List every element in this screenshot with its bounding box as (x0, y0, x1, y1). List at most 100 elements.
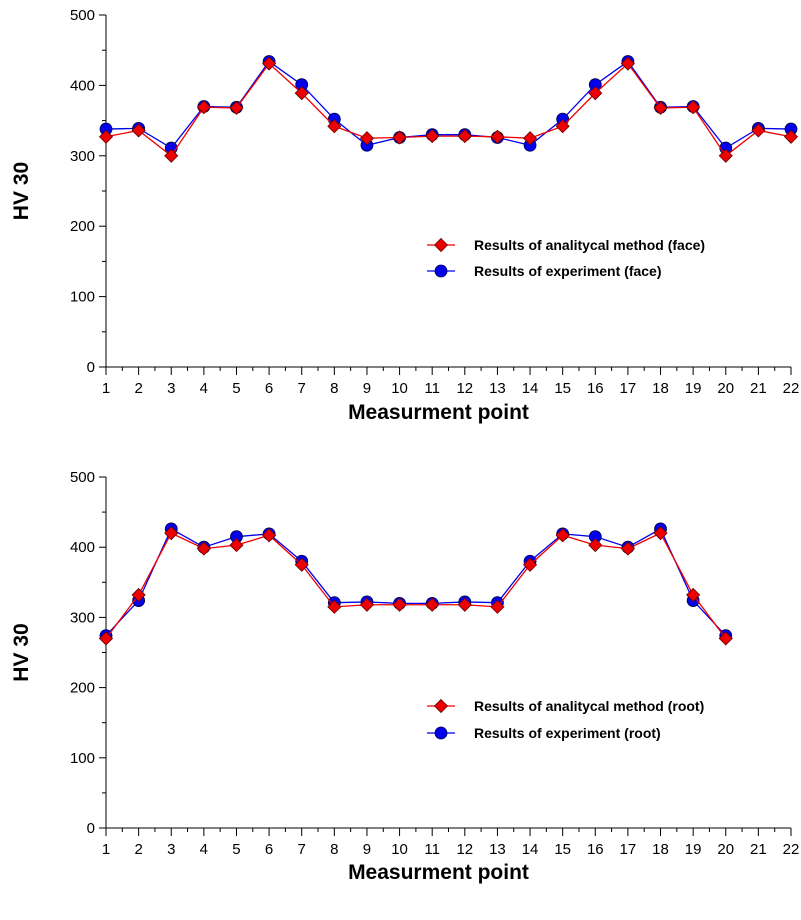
x-tick-label: 17 (620, 380, 637, 397)
x-tick-label: 7 (298, 380, 306, 397)
x-tick-label: 22 (783, 841, 800, 858)
data-point (620, 541, 635, 556)
legend-marker (434, 264, 448, 278)
y-tick-label: 200 (70, 680, 95, 697)
y-tick-label: 400 (70, 539, 95, 556)
x-tick-label: 16 (587, 380, 604, 397)
x-tick-label: 15 (554, 841, 571, 858)
x-tick-label: 9 (363, 841, 371, 858)
x-tick-label: 10 (391, 380, 408, 397)
y-tick-label: 200 (70, 218, 95, 235)
data-point (783, 129, 799, 144)
x-tick-label: 8 (330, 841, 338, 858)
x-tick-label: 5 (232, 841, 240, 858)
legend-label: Results of experiment (root) (474, 725, 661, 741)
x-tick-label: 6 (265, 380, 273, 397)
data-point (718, 631, 733, 646)
legend-marker (433, 698, 449, 714)
x-tick-label: 21 (750, 380, 767, 397)
x-tick-label: 11 (424, 841, 440, 858)
legend-label: Results of analitycal method (face) (474, 237, 705, 253)
data-point (522, 131, 538, 146)
x-tick-label: 20 (717, 841, 734, 858)
series-experiment (99, 522, 733, 643)
x-tick-label: 4 (200, 380, 208, 397)
x-tick-label: 15 (554, 380, 571, 397)
x-tick-label: 3 (167, 841, 175, 858)
data-point (196, 541, 211, 556)
x-tick-label: 9 (363, 380, 371, 397)
x-tick-label: 18 (652, 841, 669, 858)
x-tick-label: 20 (717, 380, 734, 397)
data-point (555, 528, 570, 543)
data-point (164, 526, 179, 541)
data-point (229, 100, 244, 115)
x-tick-label: 2 (134, 380, 142, 397)
legend-marker (433, 237, 449, 253)
data-point (588, 86, 603, 101)
data-point (751, 123, 766, 138)
x-tick-label: 8 (330, 380, 338, 397)
data-point (262, 528, 277, 543)
x-tick-label: 14 (522, 380, 539, 397)
data-point (131, 123, 146, 138)
y-tick-label: 100 (70, 750, 95, 767)
x-tick-label: 3 (167, 380, 175, 397)
x-tick-label: 10 (391, 841, 408, 858)
data-point (359, 597, 375, 612)
data-point (327, 119, 342, 134)
x-tick-label: 1 (102, 380, 110, 397)
x-tick-label: 6 (265, 841, 273, 858)
data-point (98, 129, 114, 144)
data-point (196, 100, 211, 115)
x-axis-title: Measurment point (348, 401, 529, 424)
x-tick-label: 13 (489, 380, 506, 397)
x-tick-label: 5 (232, 380, 240, 397)
data-point (131, 587, 146, 603)
y-tick-label: 500 (70, 7, 95, 24)
data-point (686, 100, 701, 115)
data-point (522, 557, 538, 572)
series-analytical (98, 56, 799, 163)
data-point (425, 597, 440, 612)
x-tick-label: 11 (424, 380, 440, 397)
data-point (262, 56, 277, 71)
data-point (457, 597, 472, 612)
data-point (327, 599, 342, 614)
x-tick-label: 19 (685, 380, 702, 397)
x-tick-label: 4 (200, 841, 208, 858)
data-point (620, 56, 635, 71)
legend: Results of analitycal method (root) Resul… (427, 698, 704, 741)
data-point (588, 538, 603, 553)
x-axis-title: Measurment point (348, 861, 529, 884)
x-tick-label: 7 (298, 841, 306, 858)
x-tick-label: 12 (456, 380, 473, 397)
x-tick-label: 2 (134, 841, 142, 858)
x-tick-label: 21 (750, 841, 767, 858)
data-point (686, 587, 701, 603)
y-tick-label: 300 (70, 609, 95, 626)
x-tick-label: 19 (685, 841, 702, 858)
y-tick-label: 400 (70, 77, 95, 94)
x-tick-label: 16 (587, 841, 604, 858)
x-tick-label: 13 (489, 841, 506, 858)
data-point (653, 526, 668, 541)
y-tick-label: 100 (70, 289, 95, 306)
data-point (359, 131, 375, 146)
data-point (98, 631, 114, 646)
series-line (105, 62, 792, 157)
y-tick-label: 500 (70, 469, 95, 486)
data-point (653, 100, 668, 115)
data-point (294, 557, 309, 572)
data-point (294, 86, 309, 101)
series-analytical (98, 526, 733, 646)
data-point (392, 597, 407, 612)
data-point (164, 148, 179, 163)
y-tick-label: 300 (70, 148, 95, 165)
x-tick-label: 12 (456, 841, 473, 858)
x-tick-label: 17 (620, 841, 637, 858)
legend-marker (434, 726, 448, 740)
y-axis-title: HV 30 (10, 162, 33, 220)
